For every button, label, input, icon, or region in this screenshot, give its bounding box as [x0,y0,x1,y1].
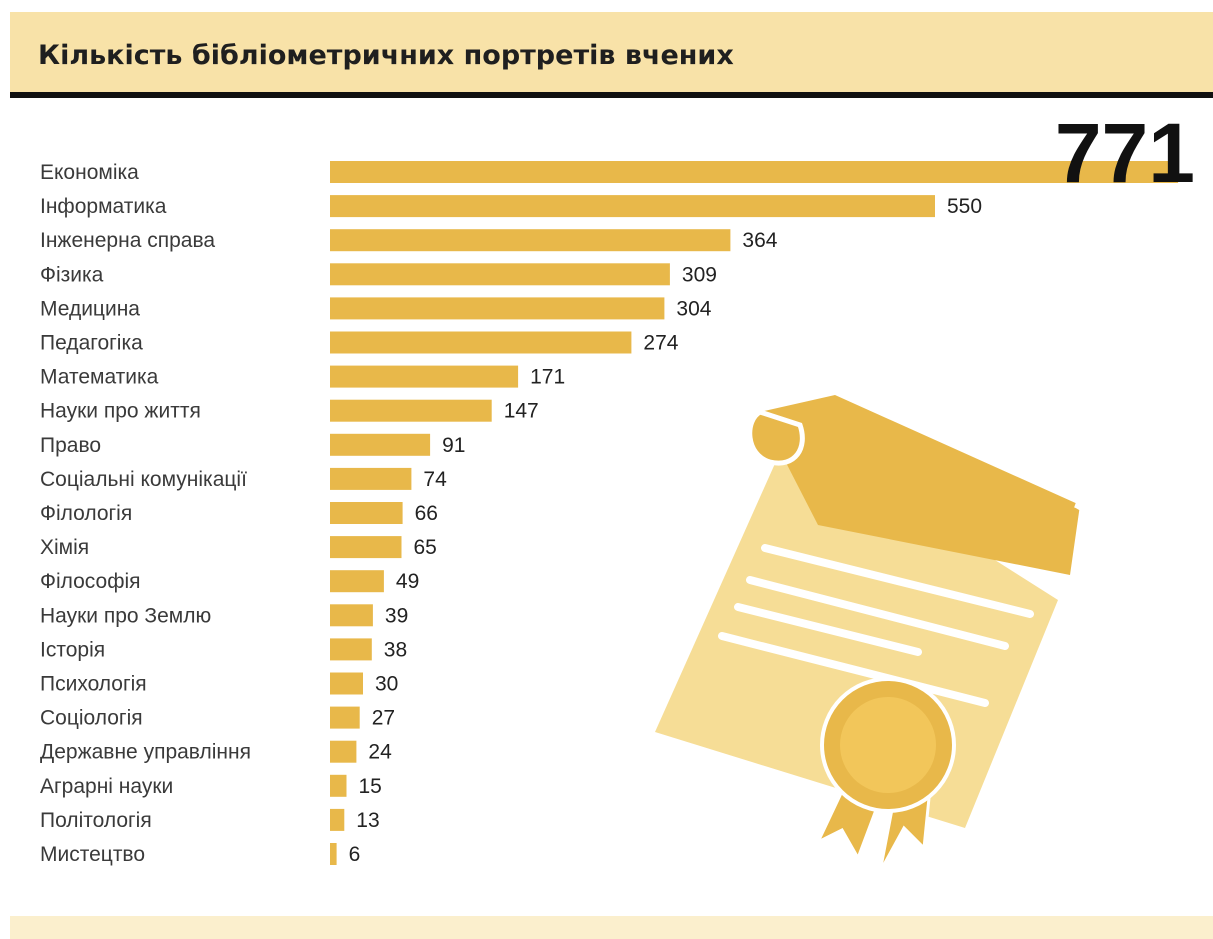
category-label: Хімія [40,536,89,559]
category-label: Фізика [40,263,104,286]
scroll-roll-end [1073,502,1099,581]
seal-inner [840,697,936,793]
bar [330,502,403,524]
category-label: Філологія [40,502,132,525]
category-label: Педагогіка [40,332,143,355]
chart-title: Кількість бібліометричних портретів вчен… [38,40,734,71]
value-label: 66 [415,502,438,525]
value-label: 304 [676,297,711,320]
value-label: 15 [359,775,382,798]
category-label: Історія [40,638,105,661]
value-label: 771 [1055,106,1195,200]
bar [330,161,1179,183]
scroll-paper [655,430,1058,828]
title-rule [10,92,1213,98]
bars-group [330,161,1179,865]
category-label: Інженерна справа [40,229,215,252]
category-label: Економіка [40,161,139,184]
labels-group: Економіка 771 Інформатика 550 Інженерна спра… [40,106,1195,866]
bar [330,297,665,320]
bar [330,604,373,627]
category-label: Інформатика [40,195,167,218]
bar [330,399,492,422]
category-label: Соціологія [40,707,143,730]
bar [330,536,402,559]
header-band [10,12,1213,92]
category-label: Науки про життя [40,400,201,423]
value-label: 49 [396,570,419,593]
value-label: 550 [947,195,982,218]
bar [330,774,347,797]
bar [330,570,384,593]
scroll-text-line [734,603,922,656]
category-label: Філософія [40,570,141,593]
bar [330,740,357,763]
bar [330,467,412,490]
bar [330,672,363,695]
value-label: 171 [530,366,565,389]
category-label: Медицина [40,297,140,320]
value-label: 24 [368,741,392,764]
value-label: 27 [372,707,395,730]
bar [330,433,431,456]
bar [330,263,670,286]
value-label: 30 [375,673,398,696]
value-label: 274 [643,332,678,355]
scroll-roll [760,395,1080,575]
category-label: Державне управління [40,741,251,764]
value-label: 147 [504,400,539,423]
value-label: 6 [349,843,361,866]
footer-band [10,916,1213,939]
bar [330,638,372,661]
category-label: Психологія [40,673,147,696]
value-label: 91 [442,434,465,457]
value-label: 13 [356,809,379,832]
bar [330,331,632,354]
scroll-text-line [746,576,1009,650]
bar [330,706,360,729]
value-label: 38 [384,638,407,661]
value-label: 65 [414,536,437,559]
category-label: Науки про Землю [40,604,211,627]
bar [330,229,731,252]
bar [330,365,519,388]
category-label: Політологія [40,809,152,832]
scroll-text-line [718,632,989,707]
value-label: 39 [385,604,408,627]
category-label: Мистецтво [40,843,145,866]
category-label: Аграрні науки [40,775,173,798]
scroll-roll-curl [747,409,805,466]
category-label: Право [40,434,101,457]
bar [330,195,935,218]
scroll-text-line [761,544,1034,618]
category-label: Математика [40,366,159,389]
value-label: 74 [423,468,447,491]
bar [330,808,345,831]
value-label: 364 [742,229,777,252]
certificate-scroll-icon [655,395,1099,873]
value-label: 309 [682,263,717,286]
bar [330,843,337,865]
category-label: Соціальні комунікації [40,468,247,491]
